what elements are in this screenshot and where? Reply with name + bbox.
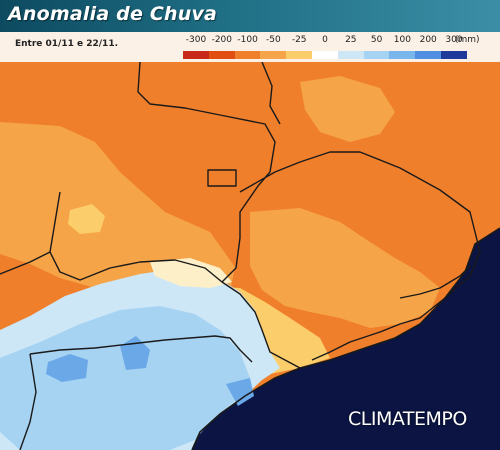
- legend-tick-label: 200: [419, 35, 437, 45]
- border-rs-south: [19, 353, 37, 450]
- deficit-moderate-north: [300, 76, 395, 142]
- legend-tick-label: 100: [393, 35, 411, 45]
- legend-swatch: [234, 51, 261, 59]
- near-normal-band: [150, 258, 232, 288]
- legend-unit: (mm): [455, 35, 480, 45]
- legend-swatch: [208, 51, 235, 59]
- legend-tick-label: -50: [266, 35, 281, 45]
- surplus-strong-coast: [226, 378, 254, 406]
- border-south-region: [0, 251, 51, 275]
- deficit-moderate-west: [0, 122, 235, 302]
- legend-swatch: [312, 51, 338, 59]
- legend-tick-label: 25: [345, 35, 357, 45]
- legend-swatch: [286, 51, 312, 59]
- surplus-strong-west: [46, 354, 88, 382]
- title-bar: Anomalia de Chuva: [0, 0, 500, 32]
- legend-swatch: [260, 51, 287, 59]
- border-west-north: [137, 62, 276, 283]
- border-df: [207, 169, 237, 187]
- legend-swatch: [363, 51, 390, 59]
- coastline: [191, 227, 500, 450]
- legend-tick-label: -100: [237, 35, 258, 45]
- state-borders: [0, 62, 481, 450]
- border-sc-rs: [29, 335, 253, 363]
- legend-swatch: [441, 51, 467, 59]
- surplus-core: [0, 306, 250, 450]
- legend-tick-label: -300: [185, 35, 207, 45]
- legend-bar: Entre 01/11 e 22/11. -300 -200 -100 -50 -25 0…: [0, 32, 500, 63]
- deficit-weak-spot-center: [68, 204, 105, 234]
- border-rj: [399, 265, 471, 299]
- border-north-divide: [261, 62, 281, 125]
- legend-tick-label: -25: [291, 35, 307, 45]
- legend-swatch: [337, 51, 364, 59]
- legend-color-scale: [183, 51, 469, 59]
- legend-tick-label: 300: [445, 35, 463, 45]
- map-title: Anomalia de Chuva: [8, 3, 218, 25]
- legend-swatch: [183, 51, 209, 59]
- deficit-moderate-east: [250, 208, 440, 328]
- border-pr: [49, 191, 301, 369]
- legend-swatch: [415, 51, 441, 59]
- legend-swatch: [389, 51, 416, 59]
- border-east-region: [239, 151, 481, 361]
- legend-tick-label: -200: [211, 35, 233, 45]
- period-label: Entre 01/11 e 22/11.: [15, 39, 118, 49]
- legend-tick-label: 50: [370, 35, 383, 45]
- climatempo-logo: CLIMATEMPO: [348, 408, 467, 430]
- rain-anomaly-map: [0, 62, 500, 450]
- legend-tick-label: 0: [322, 35, 328, 45]
- legend-tick-labels: -300 -200 -100 -50 -25 0 25 50 100 200 300: [0, 35, 500, 49]
